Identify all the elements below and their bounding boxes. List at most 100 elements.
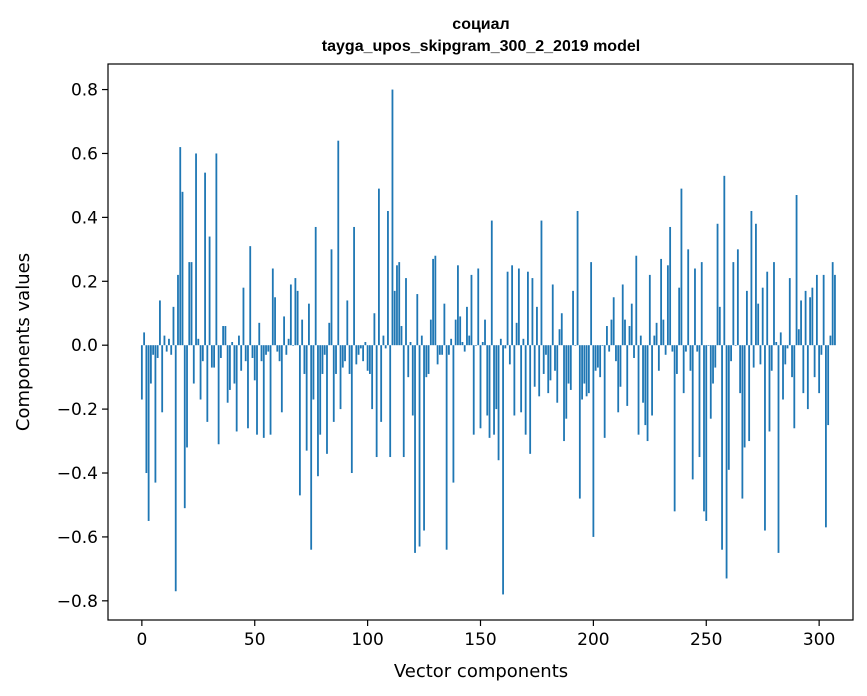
bar-174: [533, 345, 536, 387]
bar-292: [800, 300, 802, 346]
bar-302: [822, 274, 825, 346]
bar-235: [671, 345, 674, 352]
bar-36: [222, 326, 225, 346]
bar-23: [192, 345, 195, 384]
bar-159: [499, 338, 502, 346]
bar-259: [725, 345, 728, 579]
bar-113: [396, 265, 398, 346]
bar-117: [405, 278, 407, 346]
bar-193: [576, 210, 579, 346]
bar-92: [348, 345, 351, 374]
bar-86: [335, 345, 337, 374]
bar-127: [427, 345, 430, 374]
bar-3: [147, 345, 150, 521]
bar-107: [382, 335, 385, 346]
bar-192: [574, 345, 577, 346]
y-tick-label: −0.2: [57, 400, 98, 420]
bar-236: [673, 345, 676, 512]
bar-161: [504, 345, 507, 349]
bar-272: [755, 223, 757, 346]
bar-116: [402, 345, 405, 458]
x-tick-label: 150: [464, 630, 496, 650]
y-tick-label: 0.0: [71, 336, 98, 356]
bar-4: [149, 345, 152, 384]
bar-214: [624, 319, 626, 346]
bar-197: [585, 345, 588, 397]
bar-268: [745, 290, 748, 346]
bar-102: [371, 345, 374, 410]
bar-188: [565, 345, 568, 419]
bar-76: [312, 345, 315, 400]
chart-title-line-1: социал: [452, 16, 509, 33]
bar-51: [256, 345, 258, 435]
bar-13: [170, 345, 173, 355]
bar-244: [691, 345, 694, 480]
bar-43: [238, 335, 240, 346]
bar-199: [590, 262, 593, 346]
bar-169: [522, 338, 525, 346]
bar-176: [538, 345, 541, 397]
bar-299: [815, 274, 818, 346]
bar-41: [233, 345, 236, 384]
bar-185: [558, 329, 561, 346]
bar-90: [344, 345, 346, 362]
bar-56: [267, 345, 270, 352]
bar-287: [788, 278, 791, 346]
bar-91: [346, 300, 349, 346]
bar-222: [642, 345, 644, 403]
bar-108: [384, 345, 387, 349]
bar-104: [375, 345, 378, 458]
bar-69: [296, 290, 299, 346]
bar-238: [678, 287, 681, 346]
bar-230: [660, 258, 663, 346]
plot-frame: [107, 63, 854, 621]
bar-291: [797, 329, 800, 346]
bar-144: [466, 306, 468, 346]
bar-181: [549, 345, 552, 381]
bar-298: [813, 345, 816, 378]
x-tick-label: 300: [803, 630, 835, 650]
bar-281: [775, 342, 778, 346]
bar-148: [475, 345, 477, 346]
bar-212: [619, 345, 622, 387]
bar-279: [770, 345, 773, 371]
bar-121: [414, 345, 416, 553]
bar-172: [529, 345, 532, 454]
bar-304: [827, 345, 830, 426]
bar-276: [764, 345, 766, 531]
bar-180: [547, 345, 550, 394]
bar-89: [341, 345, 344, 368]
bar-263: [734, 345, 737, 346]
bar-5: [152, 345, 155, 355]
bar-67: [292, 345, 295, 346]
bar-22: [190, 262, 193, 346]
bar-256: [718, 306, 721, 346]
x-tick-label: 50: [244, 630, 266, 650]
bar-205: [603, 345, 606, 438]
bar-280: [773, 262, 775, 346]
bar-98: [362, 345, 365, 362]
bar-187: [563, 345, 565, 442]
bar-60: [276, 345, 279, 352]
bar-207: [608, 345, 611, 352]
bar-74: [308, 303, 310, 346]
bar-153: [486, 345, 489, 416]
bar-71: [301, 319, 304, 346]
bar-149: [477, 268, 480, 346]
bar-94: [353, 226, 355, 346]
bar-30: [208, 236, 211, 346]
bar-19: [183, 345, 186, 509]
bar-247: [698, 345, 701, 458]
bar-239: [680, 188, 683, 346]
bar-286: [786, 345, 789, 349]
bar-146: [470, 274, 473, 346]
bar-196: [583, 345, 586, 384]
bar-123: [418, 345, 421, 547]
bar-307: [834, 274, 836, 346]
bar-220: [637, 345, 640, 435]
bar-114: [398, 262, 401, 346]
bar-228: [655, 322, 658, 346]
bar-226: [651, 345, 653, 416]
bar-164: [511, 265, 514, 346]
bar-262: [732, 262, 735, 346]
